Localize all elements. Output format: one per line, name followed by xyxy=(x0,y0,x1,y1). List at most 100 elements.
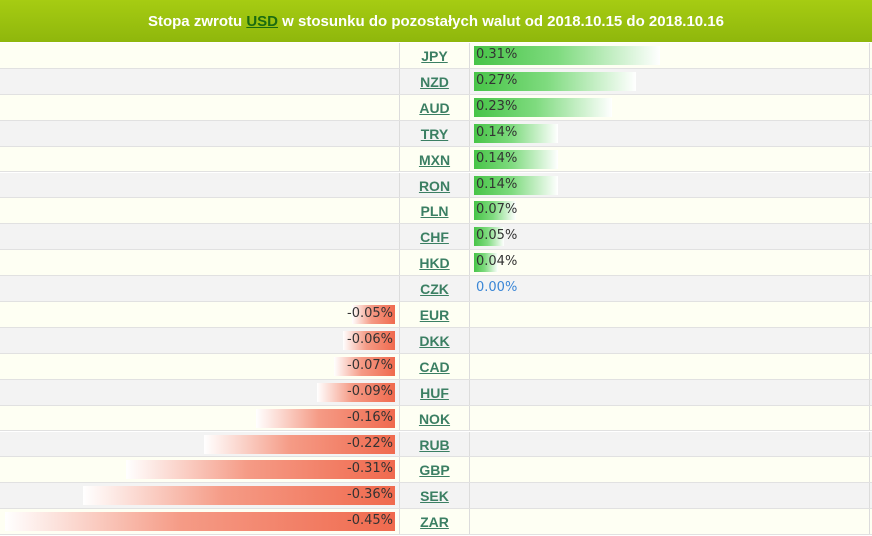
currency-row: -0.05% EUR xyxy=(0,302,872,328)
currency-row: -0.31% GBP xyxy=(0,457,872,484)
value-label: 0.05% xyxy=(476,228,518,244)
value-label: 0.14% xyxy=(476,124,518,140)
currency-cell: CHF xyxy=(400,224,470,250)
negative-bar xyxy=(343,330,395,350)
currency-link[interactable]: CAD xyxy=(419,358,450,375)
value-label: -0.45% xyxy=(347,513,393,529)
positive-bar xyxy=(474,149,558,169)
negative-cell: -0.22% xyxy=(0,431,400,457)
positive-cell: 0.31% xyxy=(470,43,870,68)
positive-cell: 0.04% xyxy=(470,250,870,276)
currency-link[interactable]: HKD xyxy=(419,255,450,272)
currency-link[interactable]: NOK xyxy=(418,410,451,427)
value-label: -0.06% xyxy=(347,331,393,347)
currency-row: PLN 0.07% xyxy=(0,198,872,225)
currency-row: -0.16% NOK xyxy=(0,405,872,432)
currency-link[interactable]: CZK xyxy=(420,281,449,298)
negative-cell: -0.05% xyxy=(0,302,400,327)
value-label: -0.09% xyxy=(347,383,393,399)
positive-cell xyxy=(470,379,870,405)
currency-row: NZD 0.27% xyxy=(0,68,872,95)
negative-bar xyxy=(126,460,395,480)
currency-link[interactable]: TRY xyxy=(420,125,449,142)
positive-cell xyxy=(470,457,870,483)
positive-cell: 0.07% xyxy=(470,198,870,224)
positive-cell: 0.05% xyxy=(470,224,870,250)
currency-row: CHF 0.05% xyxy=(0,224,872,251)
currency-link[interactable]: DKK xyxy=(419,332,450,349)
positive-bar xyxy=(474,175,558,195)
negative-cell xyxy=(0,276,400,301)
currency-link[interactable]: SEK xyxy=(420,488,449,505)
currency-link[interactable]: EUR xyxy=(419,307,450,323)
positive-cell xyxy=(470,302,870,327)
currency-cell: GBP xyxy=(400,457,470,483)
negative-cell xyxy=(0,250,400,276)
positive-cell xyxy=(470,405,870,431)
value-label: 0.23% xyxy=(476,98,518,114)
currency-row: -0.07% CAD xyxy=(0,353,872,380)
currency-row: CZK 0.00% xyxy=(0,276,872,302)
value-label: 0.31% xyxy=(476,47,518,62)
currency-cell: ZAR xyxy=(400,509,470,535)
negative-cell xyxy=(0,120,400,146)
positive-bar xyxy=(474,227,504,247)
currency-row: -0.45% ZAR xyxy=(0,509,872,536)
value-label: -0.05% xyxy=(347,306,393,321)
currency-cell: AUD xyxy=(400,94,470,120)
positive-cell xyxy=(470,327,870,353)
negative-cell xyxy=(0,68,400,94)
currency-link[interactable]: PLN xyxy=(420,203,449,220)
currency-cell: RUB xyxy=(400,431,470,457)
value-label: 0.04% xyxy=(476,254,518,270)
title-prefix: Stopa zwrotu xyxy=(147,13,243,30)
negative-bar xyxy=(317,382,395,402)
currency-link[interactable]: RUB xyxy=(419,436,450,453)
currency-row: AUD 0.23% xyxy=(0,94,872,121)
positive-bar xyxy=(474,123,558,143)
value-label: 0.14% xyxy=(476,176,518,192)
currency-row: -0.06% DKK xyxy=(0,327,872,354)
negative-bar xyxy=(334,356,395,376)
chart-title: Stopa zwrotu USD w stosunku do pozostały… xyxy=(0,0,872,42)
negative-cell: -0.31% xyxy=(0,457,400,483)
currency-row: JPY 0.31% xyxy=(0,43,872,69)
base-currency-link[interactable]: USD xyxy=(246,13,278,30)
currency-cell: MXN xyxy=(400,146,470,172)
positive-cell xyxy=(470,353,870,379)
positive-bar xyxy=(474,97,612,117)
value-label: -0.07% xyxy=(347,357,393,373)
positive-cell: 0.14% xyxy=(470,172,870,198)
currency-link[interactable]: MXN xyxy=(418,151,451,168)
currency-link[interactable]: CHF xyxy=(420,229,449,246)
negative-bar xyxy=(5,512,395,532)
value-label: -0.36% xyxy=(347,487,393,503)
negative-cell: -0.06% xyxy=(0,327,400,353)
negative-cell: -0.36% xyxy=(0,483,400,509)
currency-link[interactable]: ZAR xyxy=(420,514,449,531)
currency-link[interactable]: JPY xyxy=(421,48,448,64)
currency-cell: RON xyxy=(400,172,470,198)
positive-cell xyxy=(470,483,870,509)
currency-link[interactable]: AUD xyxy=(419,99,450,116)
currency-link[interactable]: NZD xyxy=(420,73,449,90)
currency-link[interactable]: HUF xyxy=(420,384,449,401)
currency-link[interactable]: GBP xyxy=(419,462,450,479)
negative-bar xyxy=(83,486,395,506)
positive-cell: 0.27% xyxy=(470,68,870,94)
currency-link[interactable]: RON xyxy=(418,177,451,194)
negative-cell xyxy=(0,43,400,68)
value-label: -0.22% xyxy=(347,435,393,451)
currency-cell: TRY xyxy=(400,120,470,146)
negative-bar xyxy=(351,305,395,324)
positive-cell: 0.14% xyxy=(470,120,870,146)
positive-cell: 0.00% xyxy=(470,276,870,301)
negative-cell xyxy=(0,172,400,198)
positive-bar xyxy=(474,46,660,65)
negative-cell: -0.16% xyxy=(0,405,400,431)
negative-cell: -0.09% xyxy=(0,379,400,405)
currency-row: RON 0.14% xyxy=(0,172,872,199)
currency-row: -0.22% RUB xyxy=(0,431,872,458)
negative-cell xyxy=(0,224,400,250)
